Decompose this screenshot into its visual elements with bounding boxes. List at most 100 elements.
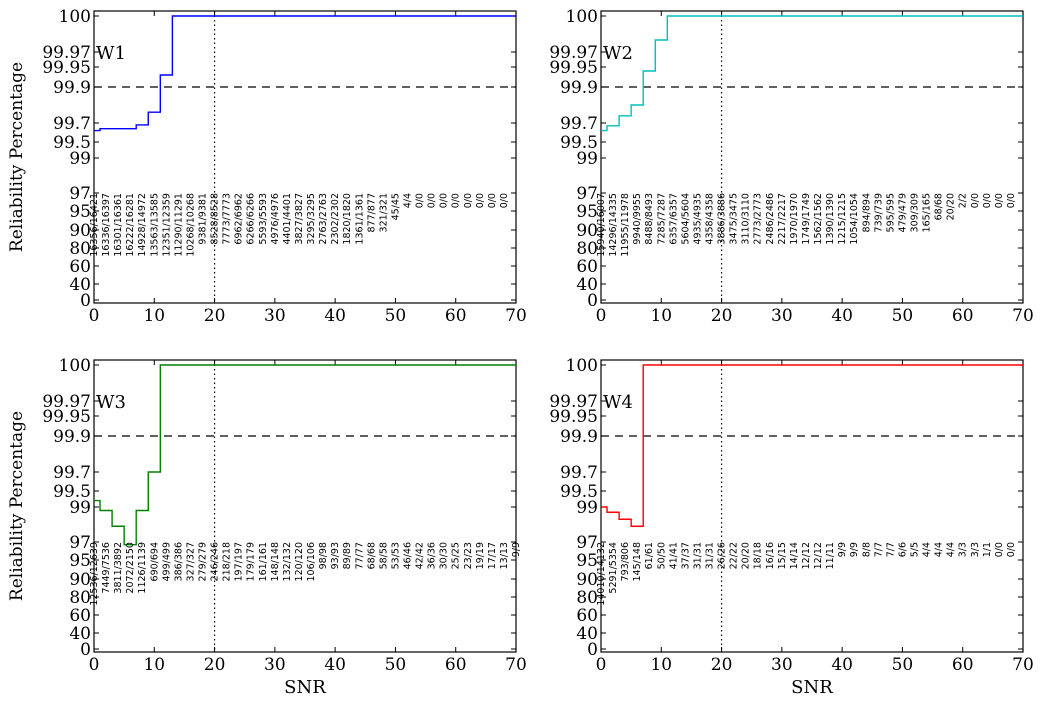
y-tick-label: 97 <box>69 533 91 553</box>
count-label: 279/279 <box>198 542 209 581</box>
count-label: 45/45 <box>390 193 401 220</box>
count-label: 2773/2773 <box>753 193 764 245</box>
count-label: 7449/7536 <box>101 542 112 594</box>
count-label: 37/37 <box>680 542 691 569</box>
y-tick-label: 99.97 <box>549 392 598 412</box>
x-tick-label: 70 <box>505 655 527 675</box>
count-label: 16222/16281 <box>125 193 136 257</box>
x-tick-label: 60 <box>952 306 974 326</box>
count-label: 7285/7287 <box>656 193 667 245</box>
count-label: 197/197 <box>234 542 245 581</box>
count-label: 479/479 <box>897 193 908 232</box>
count-label: 17/17 <box>487 542 498 569</box>
y-axis-label: Reliability Percentage <box>7 62 27 252</box>
plot-frame <box>93 10 517 304</box>
y-tick-label: 99.97 <box>549 43 598 63</box>
y-tick-label: 99.7 <box>560 463 598 483</box>
count-label: 16301/16361 <box>113 193 124 257</box>
count-label: 120/120 <box>294 542 305 581</box>
y-tick-label: 97 <box>69 184 91 204</box>
count-label: 16336/16397 <box>101 193 112 257</box>
count-label: 46/46 <box>402 542 413 569</box>
x-tick-label: 50 <box>385 655 407 675</box>
count-label: 93/93 <box>330 542 341 569</box>
count-label: 9/9 <box>837 542 848 557</box>
count-label: 2763/2763 <box>318 193 329 245</box>
count-label: 0/0 <box>1006 542 1017 557</box>
count-label: 6357/6357 <box>668 193 679 245</box>
y-tick-label: 95 <box>69 551 91 571</box>
x-tick-label: 30 <box>264 306 286 326</box>
y-tick-label: 90 <box>69 570 91 590</box>
count-label: 5291/5354 <box>608 542 619 594</box>
y-tick-label: 99.7 <box>53 114 91 134</box>
x-tick-label: 10 <box>650 655 672 675</box>
count-label: 2217/2217 <box>777 193 788 245</box>
x-tick-label: 40 <box>831 655 853 675</box>
count-label: 5593/5593 <box>258 193 269 245</box>
count-label: 2302/2302 <box>330 193 341 245</box>
count-label: 4358/4358 <box>705 193 716 245</box>
count-label: 0/0 <box>1006 193 1017 208</box>
x-tick-label: 40 <box>324 306 346 326</box>
y-tick-label: 99 <box>576 149 598 169</box>
y-axis-label: Reliability Percentage <box>7 411 27 601</box>
count-label: 321/321 <box>378 193 389 232</box>
y-tick-label: 99.5 <box>560 133 598 153</box>
count-label: 3886/3886 <box>717 193 728 245</box>
y-tick-label: 99 <box>69 149 91 169</box>
y-tick-label: 99.9 <box>560 427 598 447</box>
count-label: 68/68 <box>366 542 377 569</box>
y-tick-label: 90 <box>69 221 91 241</box>
x-tick-label: 50 <box>892 306 914 326</box>
count-label: 309/309 <box>909 193 920 232</box>
count-label: 53/53 <box>390 542 401 569</box>
x-tick-label: 10 <box>143 306 165 326</box>
count-label: 77/77 <box>354 542 365 569</box>
count-label: 14/14 <box>789 542 800 569</box>
x-tick-label: 70 <box>1012 306 1034 326</box>
count-label: 0/0 <box>475 193 486 208</box>
x-tick-label: 70 <box>505 306 527 326</box>
count-label: 0/0 <box>427 193 438 208</box>
y-tick-label: 99.97 <box>42 43 91 63</box>
count-label: 14296/14335 <box>608 193 619 257</box>
chart-panel-w1: 0 10 20 30 40 50 60 7004060809095979999.599.799… <box>42 7 526 326</box>
count-label: 16/16 <box>765 542 776 569</box>
x-tick-label: 10 <box>143 655 165 675</box>
count-label: 106/106 <box>306 542 317 581</box>
count-label: 161/161 <box>258 542 269 581</box>
y-tick-label: 90 <box>576 221 598 241</box>
y-tick-label: 99.7 <box>53 463 91 483</box>
x-tick-label: 30 <box>264 655 286 675</box>
reliability-step-line <box>601 364 1023 527</box>
count-label: 3475/3475 <box>729 193 740 245</box>
x-tick-label: 30 <box>771 306 793 326</box>
y-tick-label: 40 <box>69 624 91 644</box>
count-label: 4/4 <box>402 193 413 208</box>
count-label: 1/1 <box>982 542 993 557</box>
y-tick-label: 0 <box>80 640 91 660</box>
count-label: 58/58 <box>378 542 389 569</box>
y-tick-label: 100 <box>59 356 91 376</box>
count-label: 25/25 <box>451 542 462 569</box>
x-tick-label: 60 <box>952 655 974 675</box>
reliability-step-line <box>601 15 1023 132</box>
count-label: 11955/11978 <box>620 193 631 257</box>
x-tick-label: 20 <box>711 306 733 326</box>
x-axis-label: SNR <box>791 677 833 698</box>
count-label: 793/806 <box>620 542 631 581</box>
count-label: 0/0 <box>994 193 1005 208</box>
count-label: 41/41 <box>668 542 679 569</box>
count-label: 4/4 <box>934 542 945 557</box>
plot-frame <box>93 359 517 653</box>
panel-label: W2 <box>603 43 633 64</box>
x-tick-label: 40 <box>324 655 346 675</box>
y-tick-label: 0 <box>587 640 598 660</box>
y-tick-label: 99.9 <box>560 78 598 98</box>
count-label: 7/7 <box>885 542 896 557</box>
count-label: 0/0 <box>487 193 498 208</box>
y-tick-label: 80 <box>69 239 91 259</box>
count-label: 12351/12359 <box>161 193 172 257</box>
